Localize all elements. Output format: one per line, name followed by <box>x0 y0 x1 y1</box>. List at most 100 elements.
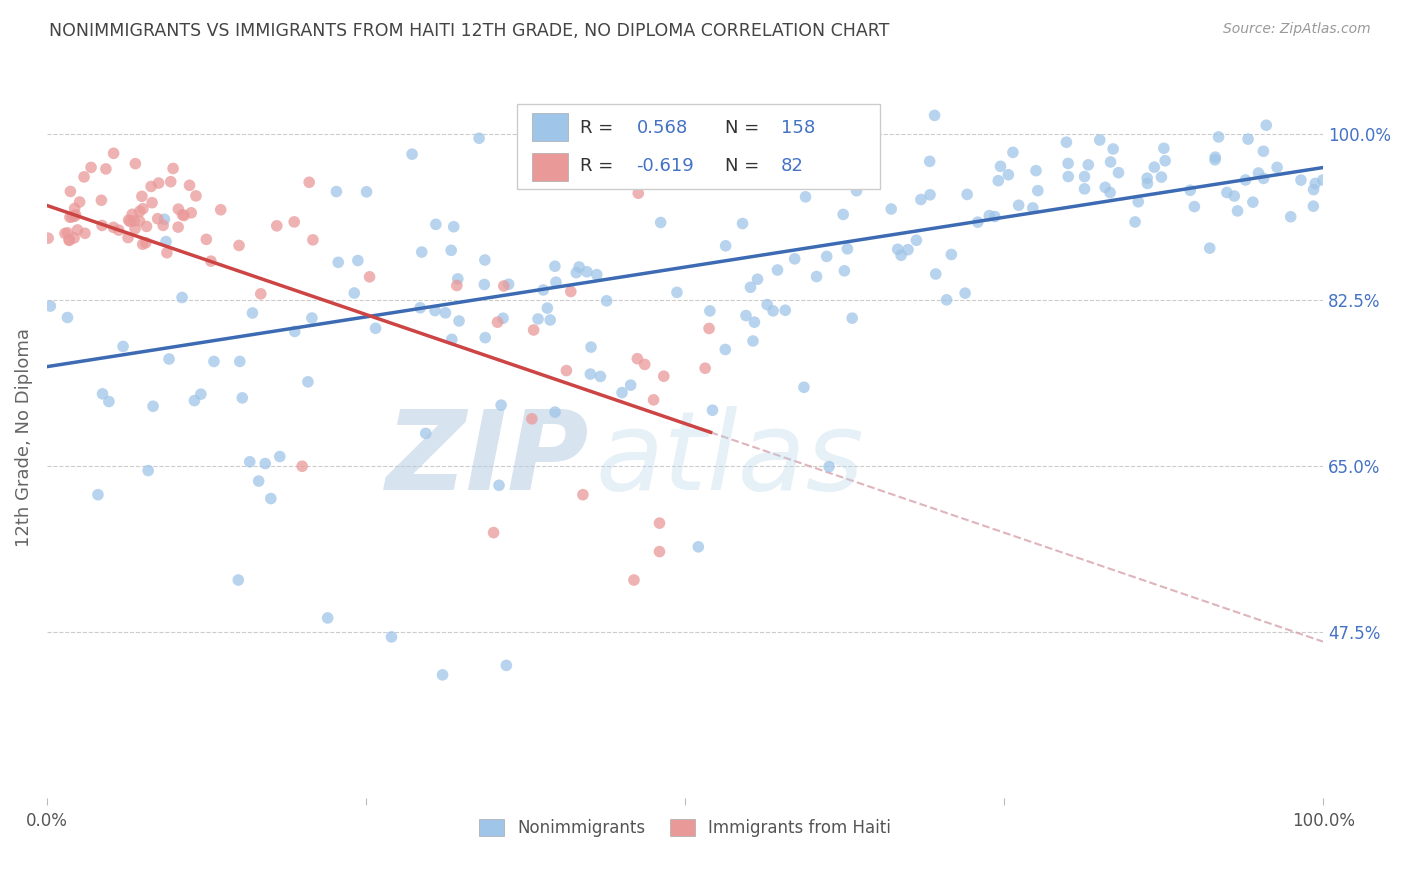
Point <box>172 208 194 222</box>
Point <box>242 306 264 320</box>
Point <box>538 313 561 327</box>
Point <box>834 264 856 278</box>
Point <box>131 237 153 252</box>
Point <box>523 323 546 337</box>
Point <box>492 279 515 293</box>
Point <box>269 450 291 464</box>
Point <box>301 311 323 326</box>
Point <box>1073 169 1095 184</box>
Point <box>91 219 114 233</box>
Point <box>1234 173 1257 187</box>
Point <box>124 221 146 235</box>
Point <box>560 285 582 299</box>
Point <box>1153 141 1175 155</box>
Point <box>990 159 1012 173</box>
Point <box>117 213 139 227</box>
Point <box>132 202 155 216</box>
Point <box>239 455 262 469</box>
Point <box>1226 203 1249 218</box>
Point <box>845 184 868 198</box>
Point <box>63 209 86 223</box>
Point <box>474 252 496 267</box>
Point <box>650 215 672 229</box>
Text: R =: R = <box>581 157 620 175</box>
Point <box>284 325 307 339</box>
Point <box>527 312 550 326</box>
Point <box>520 412 543 426</box>
Point <box>1143 160 1166 174</box>
Point <box>37 231 59 245</box>
Point <box>695 361 717 376</box>
Point <box>90 193 112 207</box>
Point <box>832 207 855 221</box>
Point <box>446 278 468 293</box>
Point <box>905 233 928 247</box>
Point <box>702 403 724 417</box>
Point <box>59 185 82 199</box>
Point <box>1253 145 1275 159</box>
Point <box>124 156 146 170</box>
Point <box>495 658 517 673</box>
Point <box>984 210 1007 224</box>
Point <box>579 340 602 354</box>
Point <box>1204 150 1226 164</box>
Point <box>1302 183 1324 197</box>
Point <box>56 310 79 325</box>
Point <box>283 215 305 229</box>
Point <box>97 394 120 409</box>
Point <box>1265 161 1288 175</box>
Point <box>568 260 591 274</box>
Text: atlas: atlas <box>596 406 865 513</box>
Point <box>139 179 162 194</box>
Point <box>623 573 645 587</box>
Point <box>536 301 558 315</box>
Point <box>148 176 170 190</box>
Point <box>1289 173 1312 187</box>
Point <box>544 275 567 289</box>
Point <box>1136 177 1159 191</box>
Point <box>180 206 202 220</box>
Point <box>91 387 114 401</box>
Point <box>1001 145 1024 160</box>
Text: 82: 82 <box>780 157 804 175</box>
Point <box>1256 118 1278 132</box>
Point <box>266 219 288 233</box>
Point <box>231 391 253 405</box>
FancyBboxPatch shape <box>531 153 568 181</box>
Point <box>880 202 903 216</box>
Point <box>359 269 381 284</box>
Point <box>579 367 602 381</box>
Point <box>195 232 218 246</box>
Point <box>447 272 470 286</box>
Point <box>731 217 754 231</box>
Point <box>531 283 554 297</box>
Point <box>897 243 920 257</box>
Point <box>432 668 454 682</box>
Point <box>1057 169 1080 184</box>
Point <box>1312 173 1334 187</box>
Point <box>775 303 797 318</box>
Point <box>783 252 806 266</box>
Point <box>595 293 617 308</box>
Point <box>918 187 941 202</box>
Point <box>818 459 841 474</box>
Point <box>440 332 463 346</box>
Point <box>157 351 180 366</box>
Text: 158: 158 <box>780 119 815 136</box>
FancyBboxPatch shape <box>516 104 880 189</box>
Point <box>1279 210 1302 224</box>
Point <box>297 375 319 389</box>
Point <box>740 280 762 294</box>
Point <box>1108 166 1130 180</box>
Text: Source: ZipAtlas.com: Source: ZipAtlas.com <box>1223 22 1371 37</box>
Point <box>162 161 184 176</box>
Point <box>966 215 988 229</box>
Point <box>918 154 941 169</box>
Point <box>1102 142 1125 156</box>
Text: NONIMMIGRANTS VS IMMIGRANTS FROM HAITI 12TH GRADE, NO DIPLOMA CORRELATION CHART: NONIMMIGRANTS VS IMMIGRANTS FROM HAITI 1… <box>49 22 890 40</box>
Point <box>1237 132 1260 146</box>
Point <box>1180 183 1202 197</box>
Point <box>60 210 83 224</box>
Point <box>762 304 785 318</box>
Point <box>449 314 471 328</box>
